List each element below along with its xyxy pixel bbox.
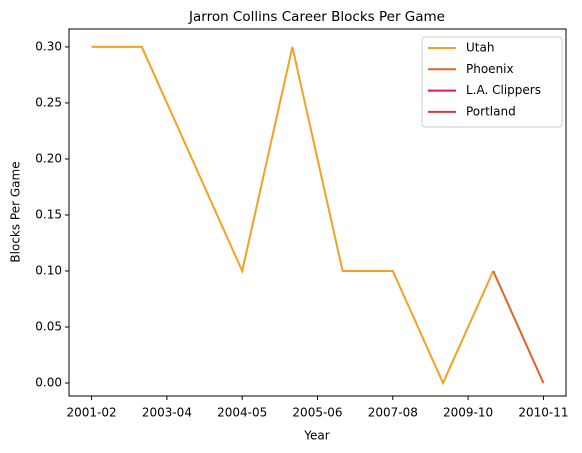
- chart-title: Jarron Collins Career Blocks Per Game: [188, 9, 445, 25]
- x-tick-label: 2010-11: [518, 406, 568, 420]
- x-tick-label: 2003-04: [142, 406, 192, 420]
- x-tick-label: 2005-06: [292, 406, 342, 420]
- legend-label: Portland: [466, 104, 516, 118]
- y-tick-label: 0.30: [35, 39, 62, 53]
- legend-box: [421, 36, 563, 128]
- legend-label: Utah: [466, 41, 494, 55]
- y-tick-label: 0.25: [35, 95, 62, 109]
- plot-frame: [68, 28, 567, 397]
- x-tick-label: 2001-02: [67, 406, 117, 420]
- y-tick-label: 0.15: [35, 207, 62, 221]
- x-tick-label: 2004-05: [217, 406, 267, 420]
- x-tick-label: 2009-10: [443, 406, 493, 420]
- y-tick-label: 0.10: [35, 263, 62, 277]
- y-axis-label: Blocks Per Game: [9, 161, 23, 262]
- legend-label: L.A. Clippers: [466, 83, 541, 97]
- line: [91, 45, 495, 386]
- y-tick-label: 0.20: [35, 151, 62, 165]
- y-tick-label: 0.00: [35, 376, 62, 390]
- x-tick-label: 2007-08: [368, 406, 418, 420]
- line: [492, 270, 545, 384]
- x-axis-label: Year: [303, 429, 329, 443]
- legend-label: Phoenix: [466, 62, 514, 76]
- y-tick-label: 0.05: [35, 319, 62, 333]
